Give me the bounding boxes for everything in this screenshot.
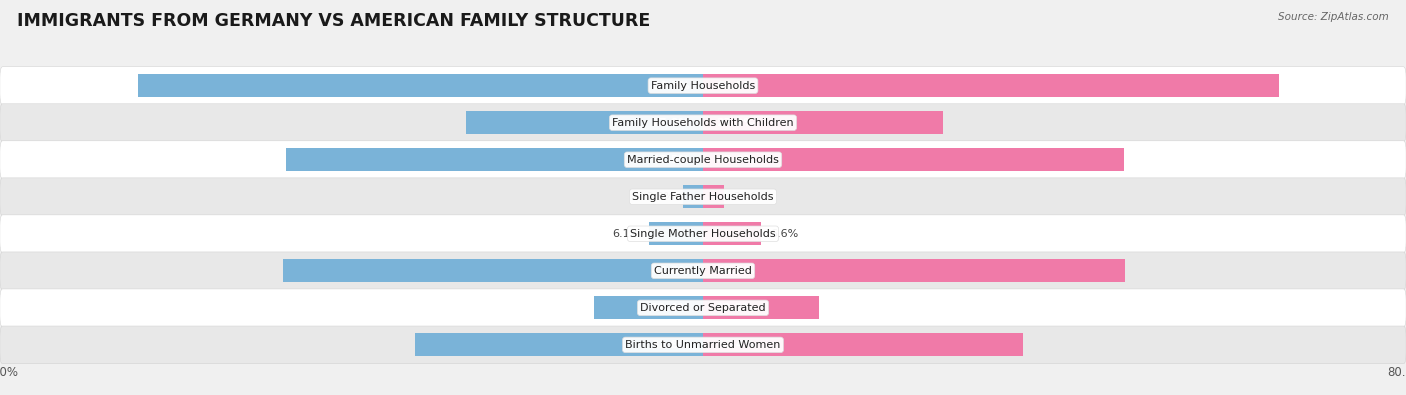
Text: 64.3%: 64.3% [651,81,690,91]
Bar [703,296,818,319]
Text: 6.1%: 6.1% [613,229,641,239]
FancyBboxPatch shape [0,141,1406,179]
Text: 27.3%: 27.3% [716,118,755,128]
FancyBboxPatch shape [0,252,1406,290]
Text: 47.9%: 47.9% [716,155,755,165]
Text: Births to Unmarried Women: Births to Unmarried Women [626,340,780,350]
FancyBboxPatch shape [0,178,1406,216]
Bar [138,74,703,97]
Text: 2.4%: 2.4% [733,192,762,202]
Text: Family Households: Family Households [651,81,755,91]
Bar [283,260,703,282]
Text: 48.0%: 48.0% [716,266,755,276]
Bar [415,333,703,356]
Text: 2.3%: 2.3% [645,192,673,202]
Bar [703,111,943,134]
Bar [703,74,1278,97]
Bar [703,260,1125,282]
Text: 65.5%: 65.5% [716,81,755,91]
Bar [703,222,761,245]
Text: 27.0%: 27.0% [651,118,690,128]
Text: Single Father Households: Single Father Households [633,192,773,202]
Bar [465,111,703,134]
Bar [703,148,1123,171]
Bar [703,333,1024,356]
FancyBboxPatch shape [0,215,1406,253]
FancyBboxPatch shape [0,104,1406,141]
Text: Single Mother Households: Single Mother Households [630,229,776,239]
Text: 47.8%: 47.8% [651,266,690,276]
FancyBboxPatch shape [0,289,1406,327]
Text: Source: ZipAtlas.com: Source: ZipAtlas.com [1278,12,1389,22]
Text: 6.6%: 6.6% [770,229,799,239]
Text: 12.4%: 12.4% [651,303,690,313]
Text: 47.5%: 47.5% [651,155,690,165]
Text: 32.8%: 32.8% [651,340,690,350]
FancyBboxPatch shape [0,326,1406,364]
Bar [650,222,703,245]
FancyBboxPatch shape [0,67,1406,105]
Text: Divorced or Separated: Divorced or Separated [640,303,766,313]
Text: Currently Married: Currently Married [654,266,752,276]
Text: IMMIGRANTS FROM GERMANY VS AMERICAN FAMILY STRUCTURE: IMMIGRANTS FROM GERMANY VS AMERICAN FAMI… [17,12,650,30]
Text: Family Households with Children: Family Households with Children [612,118,794,128]
Text: 36.4%: 36.4% [716,340,755,350]
Text: 13.2%: 13.2% [716,303,755,313]
Bar [703,185,724,208]
Text: Married-couple Households: Married-couple Households [627,155,779,165]
Bar [593,296,703,319]
Bar [683,185,703,208]
Bar [285,148,703,171]
